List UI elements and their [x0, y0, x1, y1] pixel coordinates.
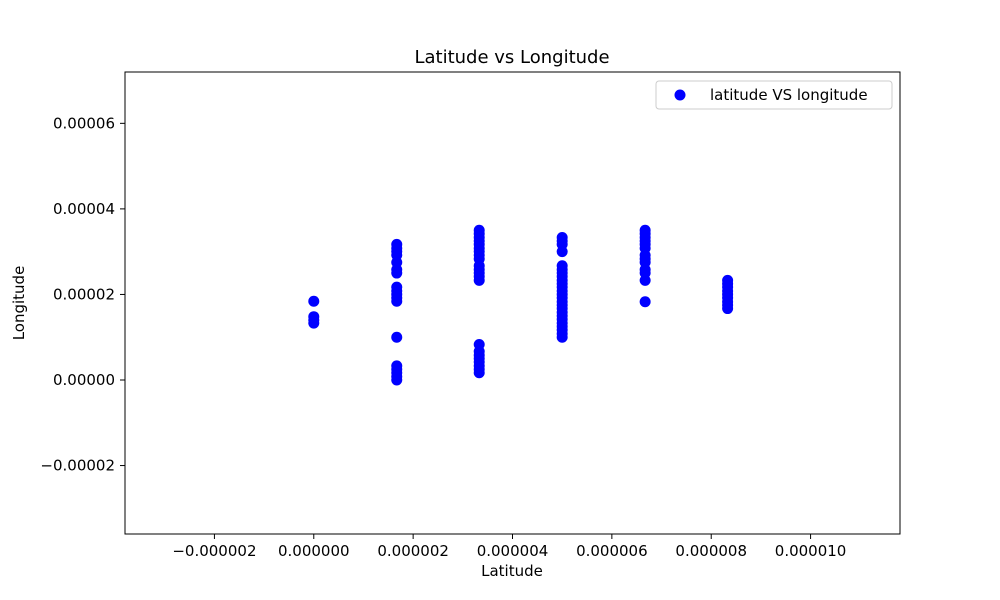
y-tick-label: 0.00000	[53, 371, 115, 389]
data-point	[473, 224, 485, 236]
legend-label: latitude VS longitude	[710, 86, 868, 104]
data-point	[391, 360, 403, 372]
data-point	[308, 311, 320, 323]
legend-box	[655, 80, 893, 110]
x-tick-label: 0.000002	[377, 542, 449, 560]
y-tick-label: 0.00004	[53, 200, 115, 218]
data-point	[308, 295, 320, 307]
x-tick-label: 0.000004	[477, 542, 549, 560]
x-tick-label: 0.000010	[775, 542, 847, 560]
legend-marker	[674, 89, 686, 101]
x-tick-label: 0.000000	[278, 542, 350, 560]
data-point	[391, 331, 403, 343]
y-tick-label: 0.00006	[53, 114, 115, 132]
data-point	[639, 224, 651, 236]
legend: latitude VS longitude	[655, 80, 893, 110]
data-points	[308, 224, 734, 386]
y-axis-label: Longitude	[10, 266, 28, 341]
data-point	[391, 281, 403, 293]
data-point	[556, 260, 568, 272]
data-point	[556, 232, 568, 244]
plot-area	[124, 71, 901, 535]
chart-title: Latitude vs Longitude	[414, 47, 609, 68]
data-point	[473, 338, 485, 350]
data-point	[639, 296, 651, 308]
x-axis-label: Latitude	[481, 562, 543, 580]
data-point	[391, 238, 403, 250]
x-axis: −0.000002 0.000000 0.000002 0.000004 0.00000…	[172, 534, 846, 560]
x-tick-label: 0.000008	[675, 542, 747, 560]
data-point	[722, 274, 734, 286]
y-axis: −0.00002 0.00000 0.00002 0.00004 0.00006	[40, 114, 125, 475]
y-tick-label: −0.00002	[40, 457, 115, 475]
x-tick-label: −0.000002	[172, 542, 256, 560]
y-tick-label: 0.00002	[53, 285, 115, 303]
x-tick-label: 0.000006	[576, 542, 648, 560]
